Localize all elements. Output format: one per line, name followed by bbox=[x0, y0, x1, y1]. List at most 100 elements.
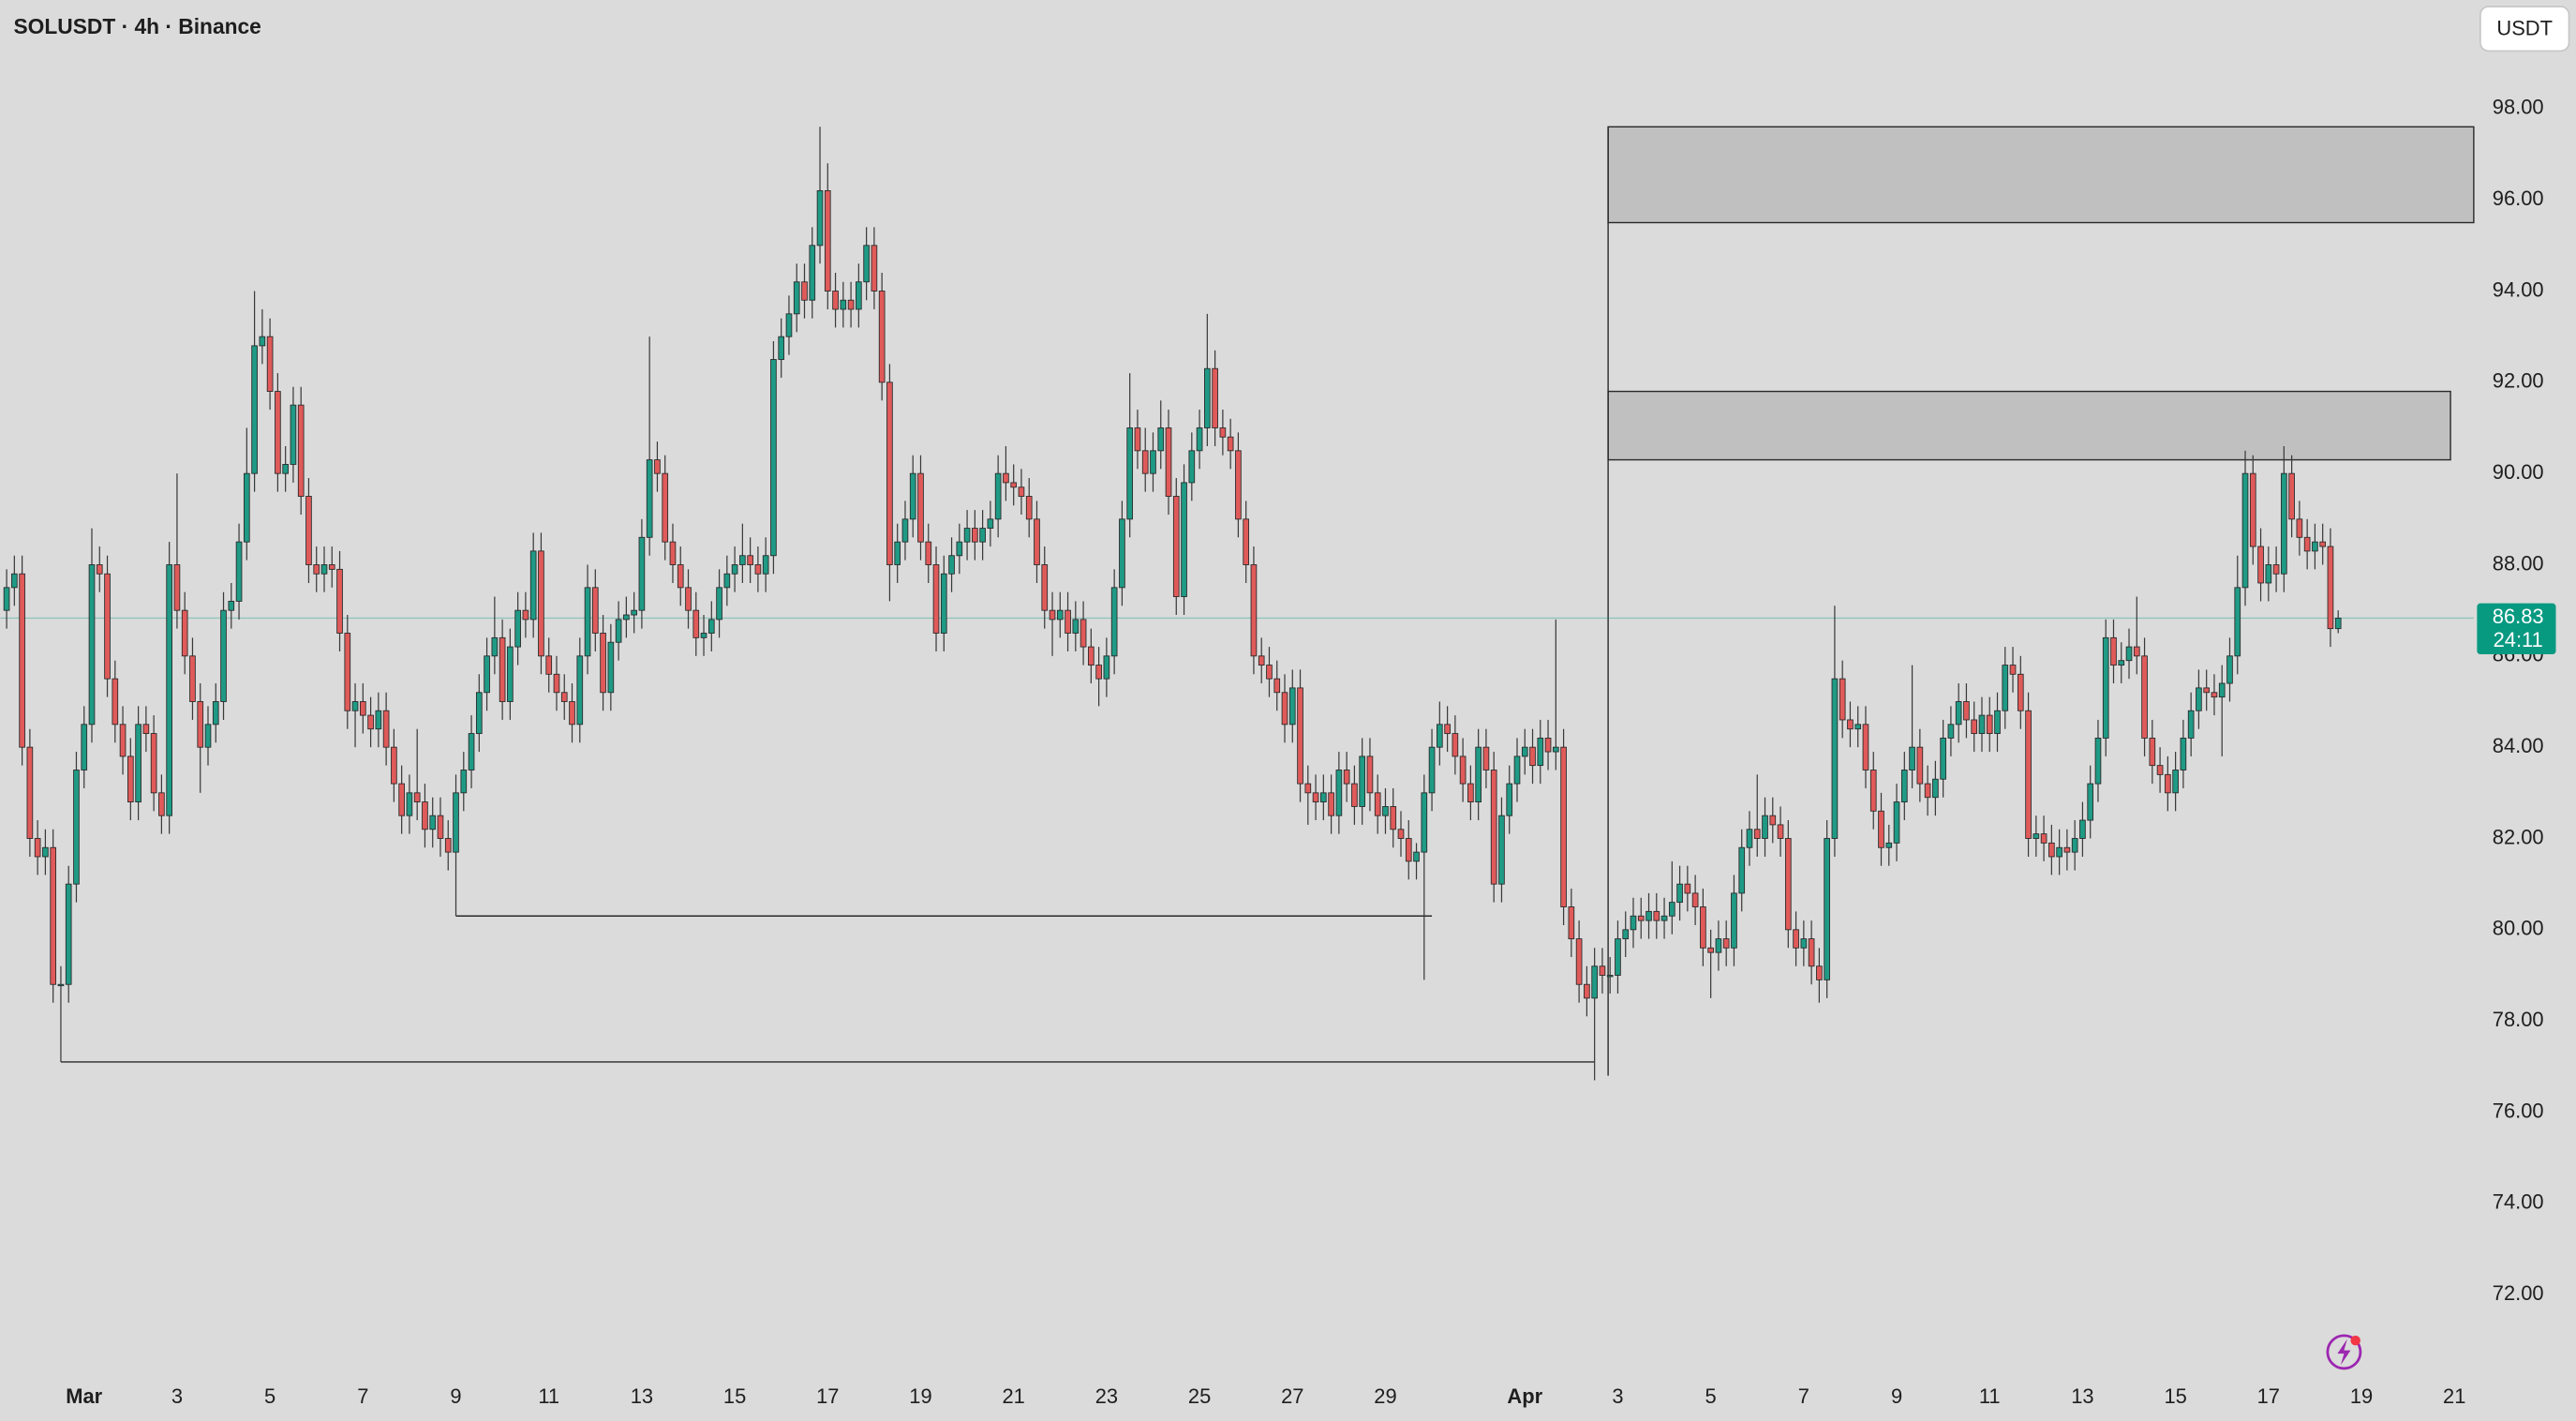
candle-body bbox=[275, 391, 281, 474]
candle-body bbox=[1668, 902, 1675, 917]
candle-body bbox=[166, 564, 172, 816]
candle-body bbox=[1971, 719, 1978, 735]
candle-body bbox=[1119, 518, 1125, 589]
candle-body bbox=[1893, 801, 1900, 844]
y-tick-label: 90.00 bbox=[2493, 460, 2544, 484]
candle-body bbox=[1808, 938, 1815, 967]
candle-body bbox=[2063, 846, 2071, 853]
candle-body bbox=[1722, 938, 1730, 949]
zone bbox=[1607, 126, 2475, 224]
candle-body bbox=[135, 724, 141, 803]
candle-body bbox=[2118, 660, 2125, 666]
candle-body bbox=[1707, 947, 1714, 953]
candle-body bbox=[1738, 846, 1746, 894]
candle-body bbox=[1103, 655, 1110, 680]
candle-body bbox=[228, 600, 235, 611]
candle-body bbox=[1513, 755, 1521, 785]
candle-body bbox=[1141, 450, 1149, 474]
candle-body bbox=[1018, 486, 1025, 497]
candle-body bbox=[1281, 692, 1288, 725]
currency-label[interactable]: USDT bbox=[2496, 16, 2553, 39]
candle-body bbox=[1049, 609, 1056, 621]
candle-body bbox=[1421, 792, 1428, 853]
candle-body bbox=[816, 189, 824, 247]
candle-body bbox=[1335, 770, 1343, 816]
candle-body bbox=[654, 459, 661, 474]
x-tick-label: 21 bbox=[1003, 1384, 1025, 1408]
assistant-icon[interactable] bbox=[2326, 1334, 2362, 1370]
candle-body bbox=[1212, 367, 1218, 428]
candle-body bbox=[313, 564, 320, 575]
candle-body bbox=[623, 614, 630, 621]
candle-body bbox=[1273, 678, 1281, 694]
candle-body bbox=[1940, 737, 1946, 780]
candle-body bbox=[1645, 910, 1652, 921]
currency-button[interactable] bbox=[2479, 6, 2570, 52]
candle-body bbox=[886, 381, 893, 565]
x-tick-label: 7 bbox=[357, 1384, 368, 1408]
y-tick-label: 92.00 bbox=[2493, 369, 2544, 393]
candle-body bbox=[104, 573, 111, 680]
candle-body bbox=[2048, 842, 2055, 858]
candle-body bbox=[576, 655, 584, 725]
candle-body bbox=[1010, 482, 1018, 488]
candle-body bbox=[2087, 783, 2094, 821]
candle-body bbox=[553, 673, 560, 694]
x-tick-label: 27 bbox=[1281, 1384, 1303, 1408]
candle-body bbox=[19, 573, 25, 748]
candle-body bbox=[1986, 714, 1993, 735]
x-tick-label: Mar bbox=[66, 1384, 102, 1408]
candle-body bbox=[871, 245, 878, 292]
candle-body bbox=[1041, 564, 1049, 611]
candle-body bbox=[1126, 427, 1134, 520]
candle-body bbox=[762, 555, 769, 575]
candle-body bbox=[391, 746, 397, 785]
x-tick-label: 13 bbox=[631, 1384, 653, 1408]
candle-body bbox=[731, 564, 738, 575]
candle-body bbox=[972, 528, 978, 543]
candle-body bbox=[468, 733, 475, 770]
candle-body bbox=[351, 701, 359, 711]
y-tick-label: 80.00 bbox=[2493, 917, 2544, 940]
candle-body bbox=[824, 189, 831, 292]
candle-body bbox=[1072, 619, 1080, 634]
candle-body bbox=[1731, 892, 1737, 949]
x-tick-label: 25 bbox=[1188, 1384, 1211, 1408]
candle-body bbox=[778, 336, 785, 360]
candle-body bbox=[847, 299, 855, 310]
candle-body bbox=[1250, 564, 1258, 657]
x-tick-label: 13 bbox=[2071, 1384, 2093, 1408]
candle-body bbox=[685, 587, 692, 611]
candle-body bbox=[1955, 701, 1962, 725]
x-tick-label: 15 bbox=[2164, 1384, 2186, 1408]
candle-body bbox=[963, 528, 971, 543]
candle-body bbox=[453, 792, 459, 853]
candle-body bbox=[57, 983, 65, 987]
x-tick-label: 15 bbox=[723, 1384, 746, 1408]
candle-body bbox=[925, 541, 932, 565]
y-tick-label: 94.00 bbox=[2493, 277, 2544, 301]
candle-body bbox=[243, 472, 250, 543]
candle-body bbox=[1003, 472, 1009, 484]
candle-body bbox=[584, 587, 591, 657]
candle-body bbox=[2025, 710, 2032, 839]
candle-body bbox=[1343, 770, 1350, 785]
candle-body bbox=[2141, 655, 2148, 739]
candle-body bbox=[305, 496, 312, 565]
candle-body bbox=[569, 701, 575, 725]
candle-body bbox=[529, 550, 537, 621]
candle-body bbox=[1793, 929, 1799, 949]
candle-body bbox=[1490, 770, 1497, 885]
candle-body bbox=[42, 846, 49, 858]
candle-body bbox=[801, 281, 808, 301]
x-tick-label: 17 bbox=[2257, 1384, 2280, 1408]
candle-body bbox=[1909, 746, 1915, 770]
candle-body bbox=[878, 291, 886, 383]
candle-body bbox=[793, 281, 800, 315]
candle-body bbox=[266, 336, 274, 393]
candle-body bbox=[2079, 819, 2086, 839]
candle-body bbox=[484, 655, 490, 694]
y-tick-label: 74.00 bbox=[2493, 1190, 2544, 1214]
candle-body bbox=[716, 587, 722, 621]
